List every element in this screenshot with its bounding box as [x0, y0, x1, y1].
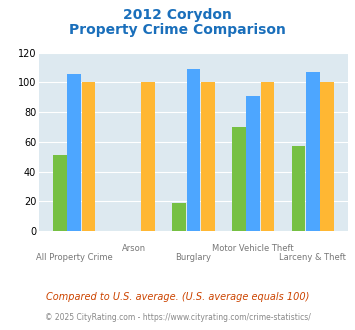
- Bar: [232, 127, 246, 231]
- Bar: [291, 146, 305, 231]
- Bar: [306, 72, 320, 231]
- Bar: [187, 69, 200, 231]
- Text: 2012 Corydon: 2012 Corydon: [123, 8, 232, 22]
- Bar: [53, 155, 67, 231]
- Bar: [320, 82, 334, 231]
- Bar: [201, 82, 215, 231]
- Text: Larceny & Theft: Larceny & Theft: [279, 253, 346, 262]
- Bar: [172, 203, 186, 231]
- Text: Property Crime Comparison: Property Crime Comparison: [69, 23, 286, 37]
- Bar: [141, 82, 155, 231]
- Bar: [67, 74, 81, 231]
- Text: © 2025 CityRating.com - https://www.cityrating.com/crime-statistics/: © 2025 CityRating.com - https://www.city…: [45, 314, 310, 322]
- Bar: [82, 82, 95, 231]
- Bar: [261, 82, 274, 231]
- Text: All Property Crime: All Property Crime: [36, 253, 113, 262]
- Text: Motor Vehicle Theft: Motor Vehicle Theft: [212, 244, 294, 253]
- Legend: Corydon, Indiana, National: Corydon, Indiana, National: [76, 329, 311, 330]
- Text: Burglary: Burglary: [175, 253, 212, 262]
- Bar: [246, 96, 260, 231]
- Text: Compared to U.S. average. (U.S. average equals 100): Compared to U.S. average. (U.S. average …: [46, 292, 309, 302]
- Text: Arson: Arson: [122, 244, 146, 253]
